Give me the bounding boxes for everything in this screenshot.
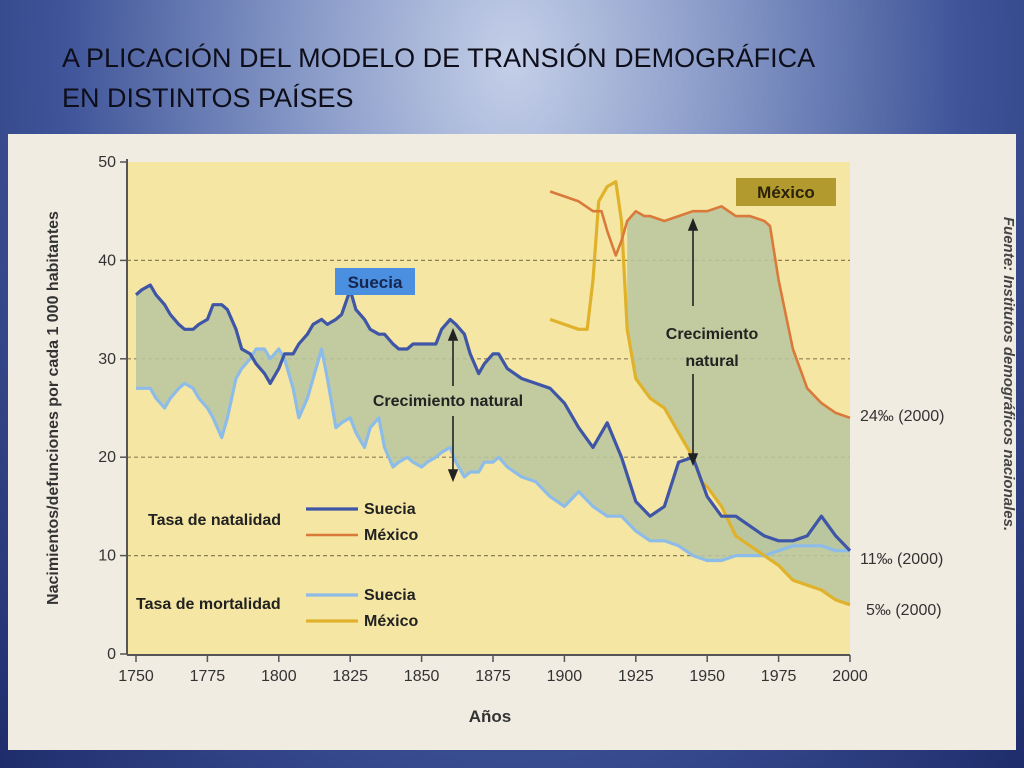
x-tick-label: 1850: [404, 668, 440, 685]
annotation-mexico-death-2000: 5‰ (2000): [866, 602, 942, 619]
legend-suecia-natalidad: Suecia: [364, 501, 416, 518]
x-tick-label: 1775: [190, 668, 226, 685]
mexico-growth-area: [627, 206, 850, 605]
annotation-suecia-2000: 11‰ (2000): [860, 551, 943, 568]
x-axis-title: Años: [469, 707, 512, 726]
mexico-label-box: México: [736, 178, 836, 206]
y-tick-label: 50: [98, 154, 116, 171]
crecimiento-natural-label-1: Crecimiento natural: [373, 393, 523, 410]
crecimiento-natural-label-2a: Crecimiento: [666, 326, 759, 343]
legend: Tasa de natalidad Suecia México Tasa de …: [136, 501, 418, 630]
x-tick-label: 1900: [547, 668, 583, 685]
series-line-suecia-natalidad: [134, 283, 852, 552]
series-line-mexico-natalidad: [549, 190, 851, 420]
crecimiento-natural-arrow-suecia: [447, 327, 459, 483]
y-axis-title: Nacimientos/defunciones por cada 1 000 h…: [45, 211, 62, 605]
annotation-mexico-birth-2000: 24‰ (2000): [860, 408, 945, 425]
slide-title-line-2: EN DISTINTOS PAÍSES: [62, 83, 354, 113]
x-ticks: 1750 1775 1800 1825 1850 1875 1900 1925 1950 1975…: [118, 655, 868, 685]
y-tick-label: 0: [107, 646, 116, 663]
y-tick-label: 30: [98, 351, 116, 368]
mexico-label-text: México: [757, 183, 815, 202]
x-tick-label: 1825: [332, 668, 368, 685]
x-tick-label: 1750: [118, 668, 154, 685]
y-ticks: 0 10 20 30 40 50: [98, 154, 127, 663]
x-tick-label: 1925: [618, 668, 654, 685]
source-note: Fuente: Institutos demográficos nacional…: [1000, 217, 1016, 531]
suecia-label-box: Suecia: [335, 268, 415, 295]
y-tick-label: 20: [98, 449, 116, 466]
y-tick-label: 40: [98, 252, 116, 269]
x-tick-label: 2000: [832, 668, 868, 685]
suecia-label-text: Suecia: [348, 273, 403, 292]
chart-figure: 1750 1775 1800 1825 1850 1875 1900 1925 1950 1975…: [8, 134, 1017, 750]
legend-natalidad-label: Tasa de natalidad: [148, 512, 281, 529]
legend-mortalidad-label: Tasa de mortalidad: [136, 596, 281, 613]
suecia-growth-area: [136, 285, 850, 561]
series-line-suecia-mortalidad: [136, 347, 850, 563]
series-line-mexico-mortalidad: [549, 180, 851, 607]
legend-mexico-natalidad: México: [364, 527, 418, 544]
x-tick-label: 1800: [261, 668, 297, 685]
x-tick-label: 1975: [761, 668, 797, 685]
crecimiento-natural-arrow-mexico: [687, 217, 699, 467]
legend-suecia-mortalidad: Suecia: [364, 587, 416, 604]
demographic-transition-chart: 1750 1775 1800 1825 1850 1875 1900 1925 1950 1975…: [45, 154, 1017, 726]
slide-title: A PLICACIÓN DEL MODELO DE TRANSIÓN DEMOG…: [62, 38, 962, 118]
slide-title-line-1: A PLICACIÓN DEL MODELO DE TRANSIÓN DEMOG…: [62, 43, 816, 73]
y-tick-label: 10: [98, 548, 116, 565]
crecimiento-natural-label-2b: natural: [685, 353, 738, 370]
x-tick-label: 1875: [475, 668, 511, 685]
x-tick-label: 1950: [689, 668, 725, 685]
legend-mexico-mortalidad: México: [364, 613, 418, 630]
